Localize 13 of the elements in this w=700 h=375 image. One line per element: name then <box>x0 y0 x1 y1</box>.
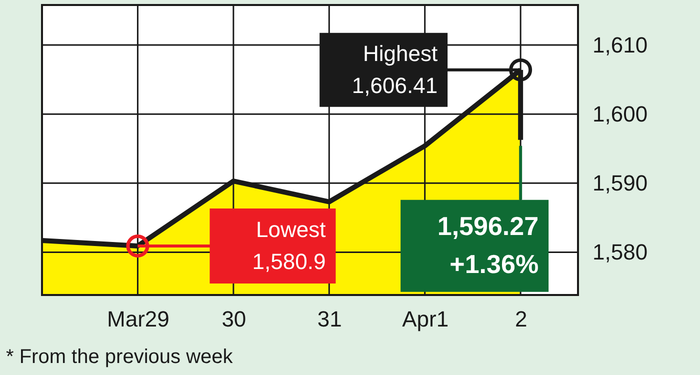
x-tick-label: Mar29 <box>107 306 170 332</box>
y-tick-label: 1,580 <box>592 240 648 265</box>
text: * From the previous week <box>6 346 234 368</box>
x-tick-label: Apr1 <box>402 306 449 332</box>
x-tick-label: 30 <box>222 306 246 332</box>
x-tick-label: 2 <box>514 306 528 332</box>
y-tick-label: 1,610 <box>592 32 648 58</box>
y-tick-label: 1,600 <box>592 102 648 127</box>
x-tick-label: 31 <box>317 306 342 332</box>
annotation: Lowest 1,580.9 <box>252 216 326 274</box>
y-tick-label: 1,590 <box>592 170 648 196</box>
annotation: Highest 1,606.41 <box>352 40 438 98</box>
annotation: 1,596.27 +1.36% <box>437 210 539 279</box>
